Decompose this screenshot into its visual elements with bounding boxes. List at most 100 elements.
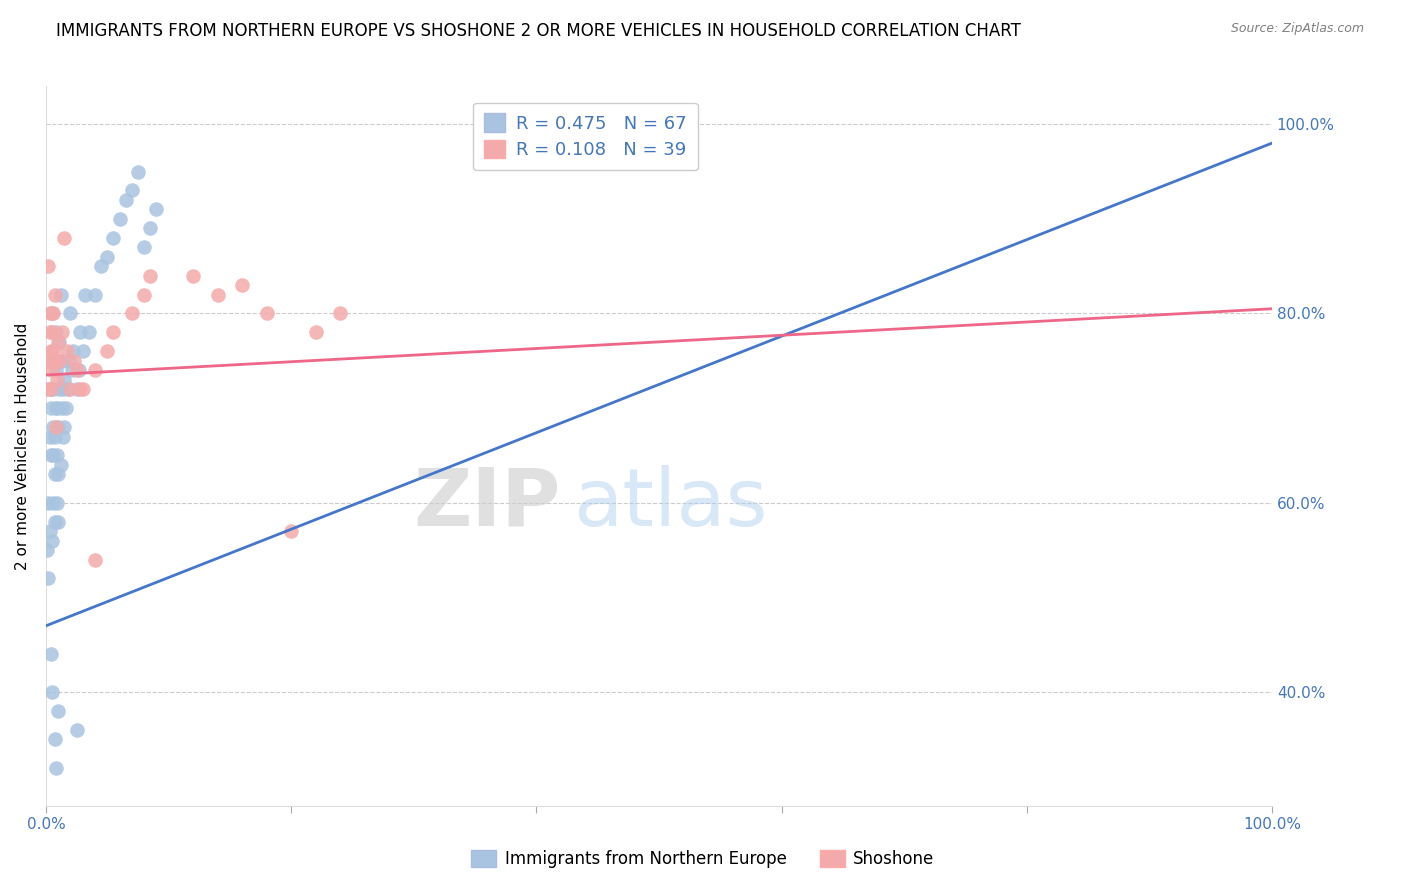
Point bbox=[37, 496, 59, 510]
Point bbox=[84, 363, 107, 377]
Point bbox=[207, 287, 229, 301]
Point bbox=[45, 420, 67, 434]
Legend: R = 0.475   N = 67, R = 0.108   N = 39: R = 0.475 N = 67, R = 0.108 N = 39 bbox=[472, 103, 697, 170]
Point bbox=[69, 326, 91, 340]
Point bbox=[56, 382, 79, 396]
Point bbox=[46, 334, 69, 349]
Point bbox=[44, 429, 66, 443]
Point bbox=[39, 449, 62, 463]
Point bbox=[48, 382, 70, 396]
Point bbox=[52, 429, 75, 443]
Point bbox=[45, 761, 67, 775]
Point bbox=[42, 449, 65, 463]
Point bbox=[108, 211, 131, 226]
Point bbox=[46, 420, 69, 434]
Point bbox=[96, 344, 118, 359]
Point bbox=[59, 382, 82, 396]
Point bbox=[49, 287, 72, 301]
Point bbox=[37, 382, 59, 396]
Point bbox=[114, 193, 136, 207]
Point bbox=[39, 382, 62, 396]
Point bbox=[44, 467, 66, 482]
Point bbox=[139, 268, 162, 283]
Point bbox=[38, 429, 60, 443]
Point bbox=[59, 306, 82, 320]
Point bbox=[84, 287, 107, 301]
Point bbox=[44, 353, 66, 368]
Point bbox=[45, 401, 67, 416]
Point bbox=[305, 326, 328, 340]
Point bbox=[41, 685, 63, 699]
Point bbox=[51, 401, 73, 416]
Legend: Immigrants from Northern Europe, Shoshone: Immigrants from Northern Europe, Shoshon… bbox=[465, 843, 941, 875]
Point bbox=[42, 306, 65, 320]
Point bbox=[39, 647, 62, 661]
Point bbox=[72, 382, 94, 396]
Point bbox=[280, 524, 302, 538]
Point bbox=[65, 723, 87, 737]
Point bbox=[42, 382, 65, 396]
Text: ZIP: ZIP bbox=[413, 465, 561, 542]
Point bbox=[77, 326, 100, 340]
Point bbox=[58, 353, 80, 368]
Point bbox=[75, 287, 97, 301]
Point bbox=[181, 268, 204, 283]
Point bbox=[53, 231, 76, 245]
Point bbox=[329, 306, 352, 320]
Point bbox=[52, 382, 75, 396]
Point bbox=[139, 221, 162, 235]
Point bbox=[62, 344, 84, 359]
Point bbox=[37, 259, 59, 273]
Point bbox=[46, 467, 69, 482]
Point bbox=[46, 515, 69, 529]
Point bbox=[37, 543, 59, 558]
Point bbox=[72, 344, 94, 359]
Point bbox=[44, 287, 66, 301]
Point bbox=[39, 344, 62, 359]
Y-axis label: 2 or more Vehicles in Household: 2 or more Vehicles in Household bbox=[15, 322, 30, 570]
Point bbox=[44, 732, 66, 747]
Point bbox=[39, 401, 62, 416]
Point bbox=[38, 326, 60, 340]
Point bbox=[41, 533, 63, 548]
Point bbox=[46, 496, 69, 510]
Point bbox=[41, 363, 63, 377]
Point bbox=[65, 363, 87, 377]
Point bbox=[53, 420, 76, 434]
Point bbox=[44, 515, 66, 529]
Point bbox=[69, 382, 91, 396]
Point bbox=[42, 496, 65, 510]
Point bbox=[51, 326, 73, 340]
Point bbox=[256, 306, 278, 320]
Point bbox=[38, 524, 60, 538]
Point bbox=[38, 306, 60, 320]
Point bbox=[132, 287, 155, 301]
Point bbox=[231, 278, 253, 293]
Point bbox=[46, 401, 69, 416]
Text: atlas: atlas bbox=[574, 465, 768, 542]
Point bbox=[42, 420, 65, 434]
Point bbox=[42, 344, 65, 359]
Point bbox=[103, 231, 125, 245]
Point bbox=[127, 164, 149, 178]
Point bbox=[56, 344, 79, 359]
Point bbox=[37, 572, 59, 586]
Point bbox=[132, 240, 155, 254]
Point bbox=[53, 373, 76, 387]
Point bbox=[55, 401, 77, 416]
Text: IMMIGRANTS FROM NORTHERN EUROPE VS SHOSHONE 2 OR MORE VEHICLES IN HOUSEHOLD CORR: IMMIGRANTS FROM NORTHERN EUROPE VS SHOSH… bbox=[56, 22, 1021, 40]
Point bbox=[121, 306, 143, 320]
Point bbox=[63, 353, 86, 368]
Point bbox=[60, 363, 83, 377]
Point bbox=[121, 184, 143, 198]
Point bbox=[96, 250, 118, 264]
Point bbox=[37, 353, 59, 368]
Text: Source: ZipAtlas.com: Source: ZipAtlas.com bbox=[1230, 22, 1364, 36]
Point bbox=[46, 373, 69, 387]
Point bbox=[48, 353, 70, 368]
Point bbox=[46, 704, 69, 718]
Point bbox=[38, 382, 60, 396]
Point bbox=[48, 334, 70, 349]
Point bbox=[90, 259, 112, 273]
Point bbox=[46, 353, 69, 368]
